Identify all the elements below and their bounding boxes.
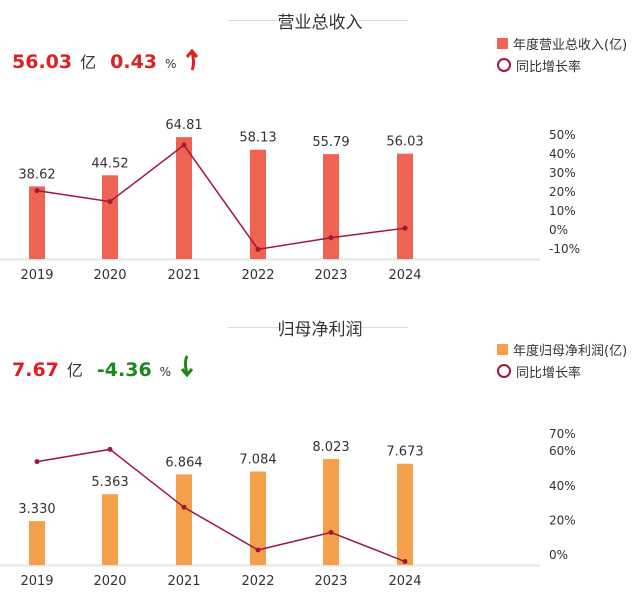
bar	[102, 494, 118, 565]
chart-title-profit: 归母净利润	[277, 320, 363, 340]
y2-tick-label: 40%	[549, 147, 576, 161]
legend-label: 同比增长率	[516, 365, 582, 381]
bar-label: 58.13	[239, 131, 276, 146]
x-tick-label: 2024	[388, 268, 421, 283]
kpi-change-unit: %	[165, 57, 177, 71]
y2-tick-label: 60%	[549, 444, 576, 458]
kpi-revenue: 56.03 亿 0.43 %	[12, 44, 200, 73]
bar-label: 6.864	[165, 455, 202, 470]
bar	[397, 463, 413, 565]
x-tick-label: 2023	[314, 574, 347, 589]
y2-tick-label: 20%	[549, 513, 576, 527]
title-divider	[228, 327, 280, 328]
bar-label: 56.03	[386, 135, 423, 150]
bar	[29, 521, 45, 565]
growth-rate-point	[34, 188, 40, 194]
bar-label: 5.363	[91, 475, 128, 490]
growth-rate-line	[36, 143, 406, 251]
legend-circle-icon	[497, 364, 511, 378]
x-tick-label: 2020	[93, 268, 126, 283]
x-tick-label: 2023	[314, 268, 347, 283]
bar	[176, 474, 192, 565]
legend-swatch	[497, 343, 508, 355]
legend-label: 年度归母净利润(亿)	[513, 343, 628, 359]
y2-tick-label: 0%	[549, 548, 568, 562]
arrow-down-icon	[179, 352, 195, 381]
chart-title-revenue: 营业总收入	[277, 13, 363, 33]
legend-circle-icon	[497, 58, 511, 72]
y2-tick-label: 30%	[549, 166, 576, 180]
growth-rate-point	[107, 199, 113, 205]
y2-tick-label: 50%	[549, 128, 576, 142]
kpi-profit: 7.67 亿 -4.36 %	[12, 352, 195, 381]
revenue-chart: 38.62 2019 44.52 2020 64.81 2021 58.13 2022 55.7…	[0, 118, 580, 283]
bar-label: 7.084	[239, 452, 276, 467]
bar-label: 44.52	[91, 156, 128, 171]
growth-rate-point	[328, 235, 334, 241]
x-tick-label: 2021	[167, 574, 200, 589]
bar	[176, 137, 192, 259]
x-tick-label: 2019	[20, 574, 53, 589]
legend-revenue: 年度营业总收入(亿) 同比增长率	[497, 32, 627, 76]
growth-rate-line	[36, 448, 406, 563]
bar	[29, 186, 45, 259]
y2-tick-label: 0%	[549, 223, 568, 237]
growth-rate-point	[107, 446, 113, 452]
growth-rate-point	[34, 459, 40, 465]
x-tick-label: 2022	[241, 574, 274, 589]
x-tick-label: 2019	[20, 268, 53, 283]
bar	[250, 149, 266, 259]
legend-label: 年度营业总收入(亿)	[513, 37, 628, 53]
legend-item-bar[interactable]: 年度归母净利润(亿)	[497, 338, 627, 360]
growth-rate-point	[181, 504, 187, 510]
x-tick-label: 2024	[388, 574, 421, 589]
growth-rate-point	[181, 142, 187, 148]
kpi-value: 7.67	[12, 359, 59, 381]
legend-label: 同比增长率	[516, 59, 582, 75]
x-tick-label: 2020	[93, 574, 126, 589]
y2-tick-label: -10%	[549, 242, 580, 256]
kpi-change: -4.36	[96, 359, 152, 381]
y2-tick-label: 40%	[549, 479, 576, 493]
bar	[102, 175, 118, 259]
bar-label: 64.81	[165, 118, 202, 133]
bar-label: 7.673	[386, 445, 423, 460]
legend-profit: 年度归母净利润(亿) 同比增长率	[497, 338, 627, 382]
arrow-up-icon	[184, 44, 200, 73]
growth-rate-point	[255, 547, 261, 553]
growth-rate-point	[402, 225, 408, 231]
growth-rate-point	[255, 246, 261, 252]
kpi-unit: 亿	[80, 53, 97, 72]
y2-tick-label: 10%	[549, 204, 576, 218]
bar	[323, 154, 339, 259]
title-divider	[356, 327, 408, 328]
legend-item-line[interactable]: 同比增长率	[497, 54, 627, 76]
bar-label: 55.79	[312, 135, 349, 150]
bar-label: 38.62	[18, 167, 55, 182]
bar	[250, 471, 266, 565]
legend-item-line[interactable]: 同比增长率	[497, 360, 627, 382]
title-divider	[228, 20, 280, 21]
title-divider	[356, 20, 408, 21]
x-tick-label: 2021	[167, 268, 200, 283]
bar-label: 8.023	[312, 440, 349, 455]
bar	[323, 459, 339, 565]
kpi-value: 56.03	[12, 51, 73, 73]
kpi-unit: 亿	[66, 361, 83, 380]
x-tick-label: 2022	[241, 268, 274, 283]
y2-tick-label: 20%	[549, 185, 576, 199]
y2-tick-label: 70%	[549, 427, 576, 441]
growth-rate-point	[328, 529, 334, 535]
growth-rate-point	[402, 559, 408, 565]
bar	[397, 153, 413, 259]
bar-label: 3.330	[18, 502, 55, 517]
legend-item-bar[interactable]: 年度营业总收入(亿)	[497, 32, 627, 54]
kpi-change-unit: %	[159, 365, 172, 379]
kpi-change: 0.43	[110, 51, 158, 73]
legend-swatch	[497, 37, 508, 49]
